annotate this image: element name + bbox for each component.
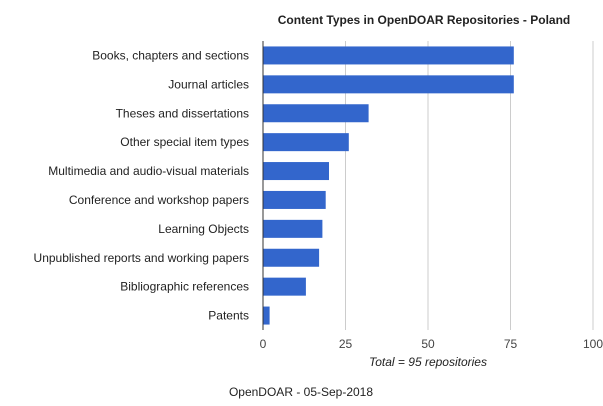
category-label: Bibliographic references bbox=[120, 280, 249, 294]
x-tick-label: 50 bbox=[421, 337, 435, 351]
category-labels: Books, chapters and sections Journal arti… bbox=[34, 48, 249, 322]
x-tick-label: 0 bbox=[260, 337, 267, 351]
bar bbox=[263, 104, 369, 123]
category-label: Conference and workshop papers bbox=[69, 193, 249, 207]
x-tick-label: 100 bbox=[583, 337, 603, 351]
category-label: Unpublished reports and working papers bbox=[34, 251, 249, 265]
x-tick-label: 25 bbox=[339, 337, 353, 351]
category-label: Theses and dissertations bbox=[116, 106, 249, 120]
category-label: Other special item types bbox=[120, 135, 249, 149]
bar bbox=[263, 133, 349, 152]
category-label: Patents bbox=[208, 309, 249, 323]
bar bbox=[263, 162, 329, 181]
bar bbox=[263, 306, 270, 325]
bar bbox=[263, 277, 306, 296]
x-tick-label: 75 bbox=[504, 337, 518, 351]
total-annotation: Total = 95 repositories bbox=[369, 355, 487, 369]
chart-title: Content Types in OpenDOAR Repositories -… bbox=[278, 13, 570, 27]
bars bbox=[262, 41, 514, 330]
bar bbox=[263, 46, 514, 65]
bar bbox=[263, 248, 320, 267]
bar bbox=[263, 219, 323, 238]
category-label: Books, chapters and sections bbox=[92, 48, 249, 62]
category-label: Journal articles bbox=[168, 77, 249, 91]
x-tick-labels: 0 25 50 75 100 bbox=[260, 337, 603, 351]
category-label: Learning Objects bbox=[158, 222, 249, 236]
bar bbox=[263, 190, 326, 209]
source-footer: OpenDOAR - 05-Sep-2018 bbox=[229, 385, 373, 399]
category-label: Multimedia and audio-visual materials bbox=[48, 164, 249, 178]
bar bbox=[263, 75, 514, 94]
